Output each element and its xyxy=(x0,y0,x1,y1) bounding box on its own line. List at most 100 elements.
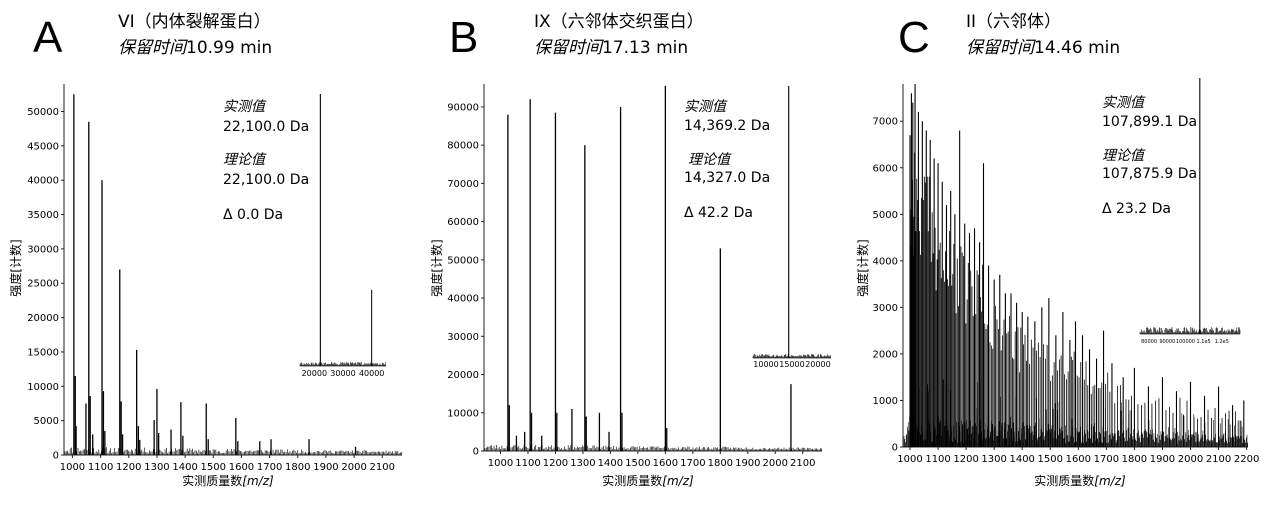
panel-b-inset: 10000 15000 20000 xyxy=(752,86,831,369)
panel-a-x-tick-label: 1700 xyxy=(257,462,282,473)
panel-c-x-tick-label: 1000 xyxy=(897,454,922,465)
panel-a-x-tick-label: 1800 xyxy=(285,462,310,473)
panel-c-inset-tick-label: 1.1e5 xyxy=(1197,339,1211,345)
panel-b-observed-value: 14,369.2 Da xyxy=(684,118,770,134)
panel-a-x-tick-label: 2100 xyxy=(370,462,395,473)
panel-a-y-tick-label: 0 xyxy=(53,451,59,462)
panel-a-retention: 保留时间10.99 min xyxy=(118,38,272,58)
panel-b-theoretical-value: 14,327.0 Da xyxy=(684,170,770,186)
panel-a-y-tick-label: 45000 xyxy=(27,141,59,152)
panel-a-y-tick-label: 30000 xyxy=(27,244,59,255)
panel-a-title: VI（内体裂解蛋白） xyxy=(118,12,271,32)
panel-b-x-tick-label: 2100 xyxy=(790,458,815,469)
panel-b-x-tick-label: 1400 xyxy=(598,458,623,469)
panel-a-inset: 20000 30000 40000 xyxy=(299,94,386,378)
panel-b-x-tick-label: 1900 xyxy=(735,458,760,469)
panel-c-x-tick-label: 1600 xyxy=(1066,454,1091,465)
panel-b-y-tick-label: 90000 xyxy=(447,102,479,113)
panel-b-retention: 保留时间17.13 min xyxy=(534,38,688,58)
panel-b-xlabel-unit: [m/z] xyxy=(662,474,694,488)
panel-b-y-tick-label: 40000 xyxy=(447,294,479,305)
panel-a-x-tick-label: 1500 xyxy=(201,462,226,473)
panel-c-y-tick-label: 7000 xyxy=(873,117,898,128)
panel-c-annotations: 实测值 107,899.1 Da 理论值 107,875.9 Da Δ 23.2… xyxy=(1102,95,1197,217)
panel-b-retention-value: 17.13 min xyxy=(602,38,688,58)
panel-c-x-tick-label: 1300 xyxy=(981,454,1006,465)
panel-a-plot: 0 5000 10000 15000 20000 25000 30000 35000 40000… xyxy=(27,84,403,473)
panel-a-xlabel-text: 实测质量数 xyxy=(182,473,242,488)
panel-c-xlabel: 实测质量数[m/z] xyxy=(1034,473,1126,488)
panel-a-x-tick-label: 1300 xyxy=(144,462,169,473)
panel-b-annotations: 实测值 14,369.2 Da 理论值 14,327.0 Da Δ 42.2 D… xyxy=(684,99,770,221)
panel-a-x-tick-label: 2000 xyxy=(341,462,366,473)
panel-b-letter: B xyxy=(449,13,478,62)
panel-b-y-tick-label: 80000 xyxy=(447,141,479,152)
panel-a-x-tick-label: 1900 xyxy=(313,462,338,473)
panel-a-x-tick-label: 1400 xyxy=(172,462,197,473)
panel-c-inset-tick-label: 1.2e5 xyxy=(1215,339,1229,345)
panel-a-retention-label: 保留时间 xyxy=(118,38,188,58)
panel-c-x-tick-label: 1900 xyxy=(1150,454,1175,465)
panel-c-inset-tick-label: 80000 xyxy=(1141,339,1157,345)
panel-c-x-tick-label: 1800 xyxy=(1122,454,1147,465)
panel-c-x-tick-label: 1400 xyxy=(1009,454,1034,465)
panel-c-x-tick-label: 1100 xyxy=(925,454,950,465)
panel-a-inset-tick-label: 20000 xyxy=(302,369,327,378)
panel-a-inset-tick-label: 30000 xyxy=(330,369,355,378)
panel-a-baseline-noise xyxy=(64,447,403,455)
panel-b-x-tick-label: 1000 xyxy=(488,458,513,469)
panel-b-retention-label: 保留时间 xyxy=(534,38,604,58)
panel-c-x-tick-label: 2100 xyxy=(1206,454,1231,465)
panel-b-x-tick-label: 1800 xyxy=(708,458,733,469)
panel-c-retention-value: 14.46 min xyxy=(1034,38,1120,58)
panel-b-x-tick-label: 1200 xyxy=(543,458,568,469)
panel-a-annotations: 实测值 22,100.0 Da 理论值 22,100.0 Da Δ 0.0 Da xyxy=(223,99,309,223)
panel-b-x-tick-label: 1100 xyxy=(515,458,540,469)
panel-c-letter: C xyxy=(898,13,930,62)
panel-b-y-tick-label: 10000 xyxy=(447,408,479,419)
panel-b-xlabel-text: 实测质量数 xyxy=(602,473,662,488)
panel-b-observed-label: 实测值 xyxy=(684,99,728,115)
panel-b-y-tick-label: 30000 xyxy=(447,332,479,343)
panel-c-y-tick-label: 3000 xyxy=(873,303,898,314)
panel-a-theoretical-value: 22,100.0 Da xyxy=(223,172,309,188)
panel-b-inset-tick-label: 10000 xyxy=(753,360,778,369)
panel-a-retention-value: 10.99 min xyxy=(186,38,272,58)
panel-b-y-tick-label: 60000 xyxy=(447,217,479,228)
panel-b-x-tick-label: 1600 xyxy=(653,458,678,469)
panel-c-x-tick-label: 2000 xyxy=(1178,454,1203,465)
panel-b-plot: 0 10000 20000 30000 40000 50000 60000 70000 8000… xyxy=(447,84,823,469)
panel-a-letter: A xyxy=(33,13,63,62)
panel-b-x-tick-label: 1300 xyxy=(570,458,595,469)
panel-c-ylabel: 强度[计数] xyxy=(855,239,870,296)
panel-a-x-tick-label: 1100 xyxy=(88,462,113,473)
panel-a-theoretical-label: 理论值 xyxy=(223,152,267,168)
panel-a-xlabel: 实测质量数[m/z] xyxy=(182,473,274,488)
panel-a-ylabel: 强度[计数] xyxy=(8,239,23,296)
panel-c-theoretical-label: 理论值 xyxy=(1102,148,1146,164)
panel-a-x-tick-label: 1000 xyxy=(60,462,85,473)
panel-c-x-tick-label: 1200 xyxy=(953,454,978,465)
panel-b-y-tick-label: 70000 xyxy=(447,179,479,190)
panel-b-ylabel: 强度[计数] xyxy=(429,239,444,296)
panel-a-x-tick-label: 1200 xyxy=(116,462,141,473)
panel-c-inset: 80000 90000 100000 1.1e5 1.2e5 xyxy=(1139,78,1241,345)
panel-b-x-tick-label: 1500 xyxy=(625,458,650,469)
panel-b-y-tick-label: 0 xyxy=(473,447,479,458)
panel-c-y-tick-label: 4000 xyxy=(873,256,898,267)
panel-c-observed-label: 实测值 xyxy=(1102,95,1146,111)
panel-c-inset-noise xyxy=(1139,327,1241,334)
panel-c-y-tick-label: 5000 xyxy=(873,210,898,221)
panel-a-delta: Δ 0.0 Da xyxy=(223,207,283,223)
panel-c-xlabel-text: 实测质量数 xyxy=(1034,473,1094,488)
panel-c-retention-label: 保留时间 xyxy=(966,38,1036,58)
panel-a-y-tick-label: 35000 xyxy=(27,210,59,221)
panel-c-x-tick-label: 1700 xyxy=(1094,454,1119,465)
panel-c-observed-value: 107,899.1 Da xyxy=(1102,114,1197,130)
panel-b-delta: Δ 42.2 Da xyxy=(684,205,753,221)
panel-c-y-tick-label: 2000 xyxy=(873,349,898,360)
panel-b-title: IX（六邻体交织蛋白） xyxy=(534,12,704,32)
panel-c: C II（六邻体） 保留时间14.46 min 强度[计数] 实测质量数[m/z… xyxy=(855,12,1259,488)
panel-b-y-tick-label: 50000 xyxy=(447,255,479,266)
